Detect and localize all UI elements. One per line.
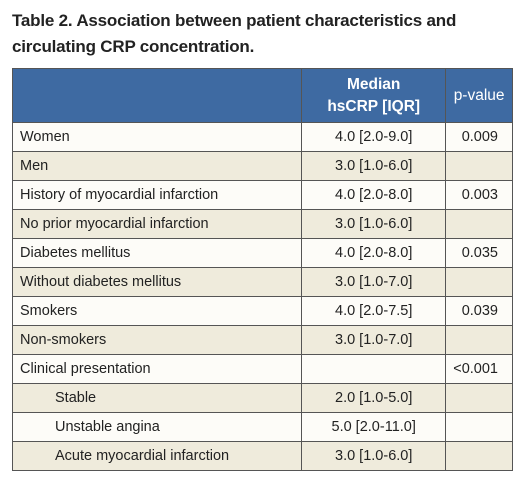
table-cell: <0.001 [445,354,513,384]
table-cell: Diabetes mellitus [11,238,303,268]
table-row: Without diabetes mellitus 3.0 [1.0-7.0] [11,267,513,297]
table-cell: Men [11,151,303,181]
table: Median hsCRP [IQR] p-value Women 4.0 [2.0… [11,68,513,471]
table-cell: 0.003 [445,180,513,210]
table-cell [445,441,513,471]
table-row: Unstable angina 5.0 [2.0-11.0] [11,412,513,442]
table-cell: Without diabetes mellitus [11,267,303,297]
table-row: Clinical presentation <0.001 [11,354,513,384]
header-row: Median hsCRP [IQR] p-value [11,68,513,123]
table-row: Smokers 4.0 [2.0-7.5] 0.039 [11,296,513,326]
table-cell: Women [11,122,303,152]
table-cell [301,354,447,384]
table-cell: 4.0 [2.0-7.5] [301,296,447,326]
table-row: No prior myocardial infarction 3.0 [1.0-6… [11,209,513,239]
table-cell [445,325,513,355]
table-cell: Smokers [11,296,303,326]
table-cell: 0.039 [445,296,513,326]
table-cell [445,209,513,239]
table-row: Acute myocardial infarction 3.0 [1.0-6.0] [11,441,513,471]
table-cell [445,383,513,413]
header-cell: Median hsCRP [IQR] [301,68,447,123]
table-cell: 4.0 [2.0-8.0] [301,238,447,268]
header-cell [11,68,303,123]
table-cell: Unstable angina [11,412,303,442]
table-row: Men 3.0 [1.0-6.0] [11,151,513,181]
table-row: History of myocardial infarction 4.0 [2.0… [11,180,513,210]
table-cell: Stable [11,383,303,413]
table-cell: No prior myocardial infarction [11,209,303,239]
table-cell: Non-smokers [11,325,303,355]
table-cell: 4.0 [2.0-9.0] [301,122,447,152]
table-cell: 3.0 [1.0-6.0] [301,209,447,239]
table-cell: 3.0 [1.0-6.0] [301,441,447,471]
table-cell: 2.0 [1.0-5.0] [301,383,447,413]
table-cell: 3.0 [1.0-7.0] [301,325,447,355]
table-title: Table 2. Association between patient cha… [12,11,457,56]
table-cell [445,151,513,181]
table-cell: 0.009 [445,122,513,152]
table-cell [445,412,513,442]
table-cell: 4.0 [2.0-8.0] [301,180,447,210]
table-cell: 5.0 [2.0-11.0] [301,412,447,442]
table-cell [445,267,513,297]
table-row: Stable 2.0 [1.0-5.0] [11,383,513,413]
header-cell: p-value [445,68,513,123]
table-cell: 3.0 [1.0-6.0] [301,151,447,181]
table-row: Diabetes mellitus 4.0 [2.0-8.0] 0.035 [11,238,513,268]
table-cell: 3.0 [1.0-7.0] [301,267,447,297]
table-cell: 0.035 [445,238,513,268]
table-cell: Acute myocardial infarction [11,441,303,471]
table-cell: History of myocardial infarction [11,180,303,210]
table-row: Women 4.0 [2.0-9.0] 0.009 [11,122,513,152]
table-row: Non-smokers 3.0 [1.0-7.0] [11,325,513,355]
table-cell: Clinical presentation [11,354,303,384]
